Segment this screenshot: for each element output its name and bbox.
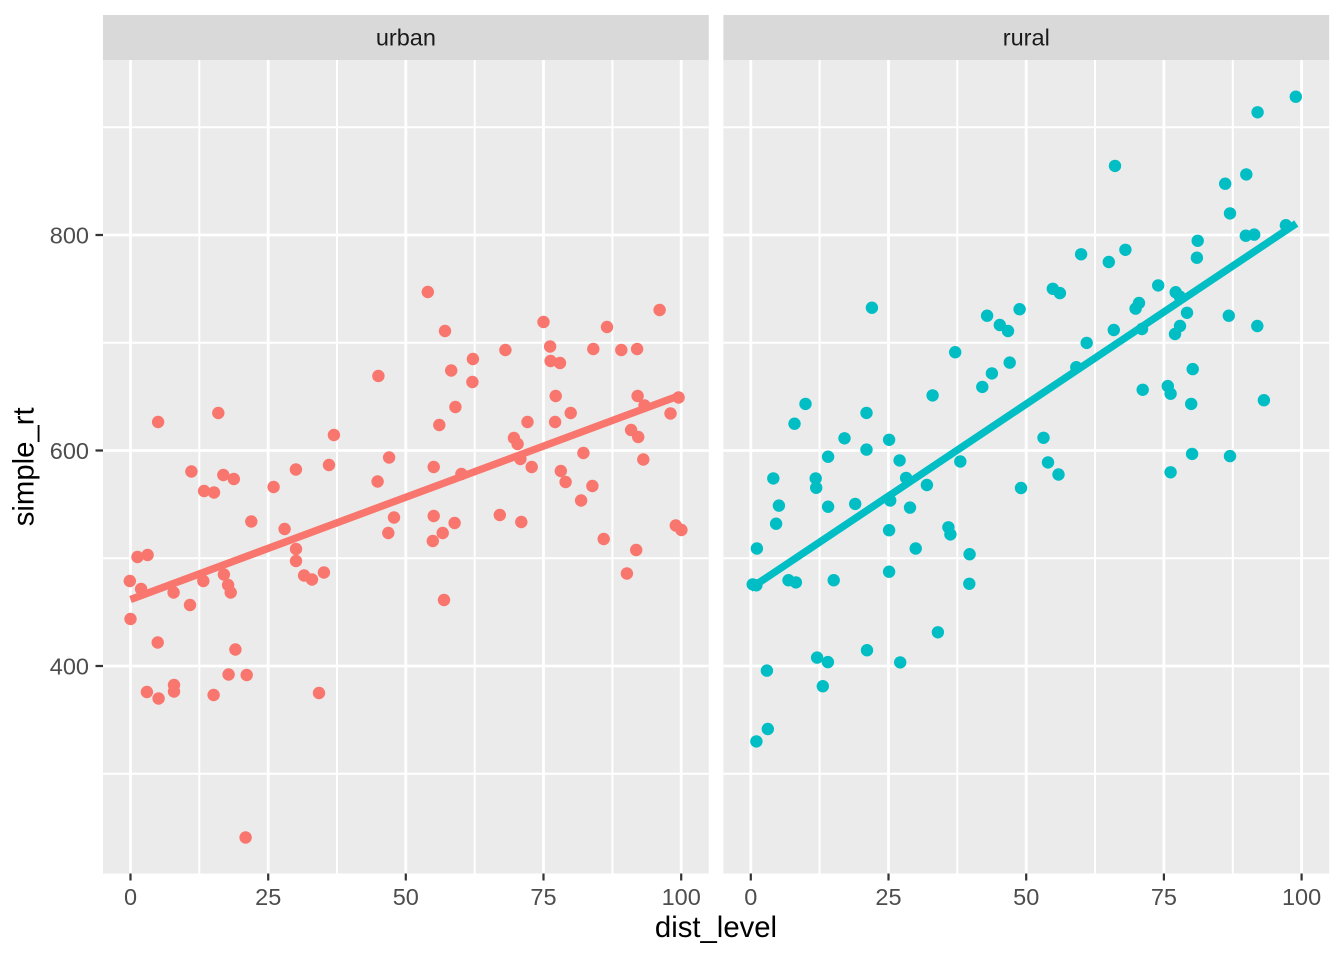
svg-text:rural: rural xyxy=(1003,25,1050,51)
svg-text:dist_level: dist_level xyxy=(655,911,777,944)
svg-text:800: 800 xyxy=(50,223,89,249)
svg-text:50: 50 xyxy=(393,884,419,910)
svg-text:25: 25 xyxy=(255,884,281,910)
svg-text:0: 0 xyxy=(124,884,137,910)
svg-text:25: 25 xyxy=(875,884,901,910)
svg-text:0: 0 xyxy=(744,884,757,910)
svg-text:100: 100 xyxy=(662,884,701,910)
svg-text:600: 600 xyxy=(50,438,89,464)
svg-text:50: 50 xyxy=(1013,884,1039,910)
svg-text:75: 75 xyxy=(530,884,556,910)
svg-text:100: 100 xyxy=(1282,884,1321,910)
svg-text:75: 75 xyxy=(1151,884,1177,910)
svg-text:simple_rt: simple_rt xyxy=(8,407,41,526)
svg-text:urban: urban xyxy=(376,25,436,51)
svg-text:400: 400 xyxy=(50,654,89,680)
